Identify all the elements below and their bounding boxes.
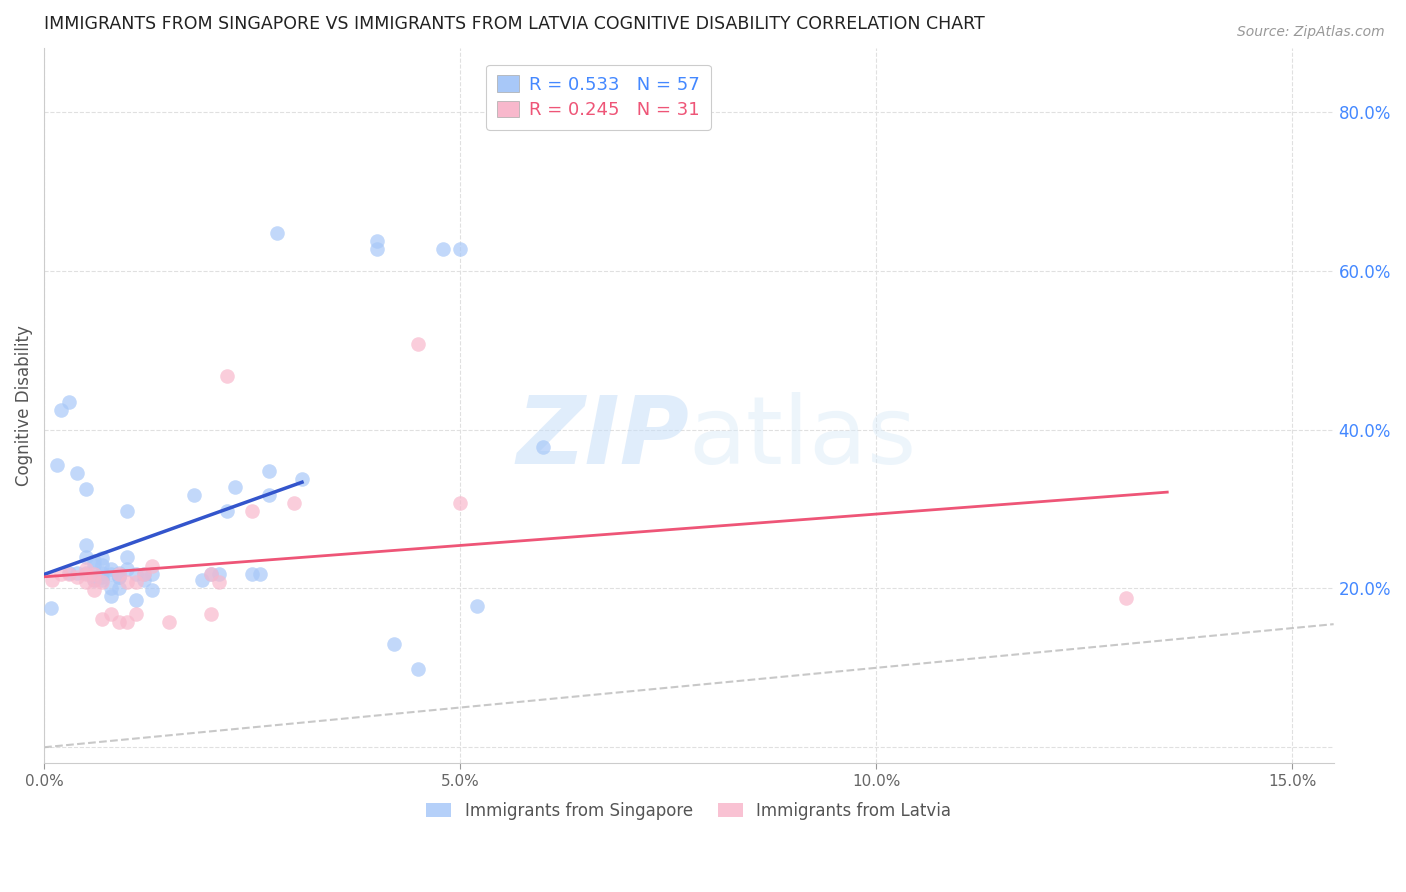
Point bbox=[124, 567, 146, 582]
Point bbox=[291, 472, 314, 486]
Point bbox=[91, 566, 114, 580]
Point bbox=[217, 368, 239, 383]
Point bbox=[100, 590, 122, 604]
Y-axis label: Cognitive Disability: Cognitive Disability bbox=[15, 326, 32, 486]
Point bbox=[200, 567, 222, 582]
Point bbox=[66, 569, 89, 583]
Point bbox=[141, 559, 163, 574]
Legend: Immigrants from Singapore, Immigrants from Latvia: Immigrants from Singapore, Immigrants fr… bbox=[420, 795, 957, 826]
Point bbox=[240, 567, 263, 582]
Point bbox=[117, 503, 139, 517]
Point bbox=[91, 612, 114, 626]
Point bbox=[100, 561, 122, 575]
Point bbox=[75, 538, 97, 552]
Point bbox=[1115, 591, 1137, 605]
Point bbox=[124, 575, 146, 590]
Point bbox=[91, 558, 114, 572]
Point bbox=[41, 574, 63, 588]
Point bbox=[91, 551, 114, 566]
Point bbox=[100, 607, 122, 621]
Point bbox=[132, 567, 155, 582]
Point bbox=[58, 566, 80, 580]
Point bbox=[257, 488, 280, 502]
Point bbox=[132, 567, 155, 582]
Point bbox=[108, 569, 131, 583]
Text: IMMIGRANTS FROM SINGAPORE VS IMMIGRANTS FROM LATVIA COGNITIVE DISABILITY CORRELA: IMMIGRANTS FROM SINGAPORE VS IMMIGRANTS … bbox=[44, 15, 984, 33]
Point bbox=[100, 582, 122, 596]
Point bbox=[83, 554, 105, 568]
Point bbox=[283, 496, 305, 510]
Point bbox=[83, 567, 105, 582]
Point bbox=[117, 615, 139, 629]
Text: atlas: atlas bbox=[689, 392, 917, 484]
Point bbox=[75, 549, 97, 564]
Point bbox=[91, 575, 114, 590]
Point bbox=[100, 567, 122, 582]
Point bbox=[117, 575, 139, 590]
Point bbox=[108, 567, 131, 582]
Point bbox=[382, 637, 405, 651]
Point bbox=[257, 464, 280, 478]
Point bbox=[58, 394, 80, 409]
Point bbox=[132, 574, 155, 588]
Point bbox=[224, 480, 246, 494]
Point bbox=[240, 503, 263, 517]
Point bbox=[141, 567, 163, 582]
Point bbox=[83, 569, 105, 583]
Point bbox=[183, 488, 205, 502]
Point bbox=[157, 615, 180, 629]
Point bbox=[45, 458, 67, 473]
Point bbox=[91, 569, 114, 583]
Point bbox=[117, 561, 139, 575]
Point bbox=[108, 582, 131, 596]
Point bbox=[124, 593, 146, 607]
Point bbox=[117, 549, 139, 564]
Point bbox=[83, 574, 105, 588]
Point bbox=[75, 561, 97, 575]
Point bbox=[141, 582, 163, 597]
Text: Source: ZipAtlas.com: Source: ZipAtlas.com bbox=[1237, 25, 1385, 39]
Point bbox=[75, 566, 97, 580]
Point bbox=[432, 242, 454, 256]
Point bbox=[39, 601, 62, 615]
Point bbox=[108, 566, 131, 580]
Point bbox=[531, 440, 554, 454]
Point bbox=[75, 575, 97, 590]
Point bbox=[66, 467, 89, 481]
Point bbox=[124, 607, 146, 621]
Point bbox=[83, 558, 105, 572]
Point bbox=[366, 234, 388, 248]
Point bbox=[217, 503, 239, 517]
Point bbox=[408, 336, 430, 351]
Text: ZIP: ZIP bbox=[516, 392, 689, 484]
Point bbox=[449, 496, 471, 510]
Point bbox=[49, 402, 72, 417]
Point bbox=[75, 567, 97, 582]
Point bbox=[83, 582, 105, 597]
Point bbox=[266, 226, 288, 240]
Point bbox=[66, 566, 89, 580]
Point bbox=[91, 574, 114, 588]
Point bbox=[49, 567, 72, 582]
Point bbox=[58, 567, 80, 582]
Point bbox=[208, 575, 231, 590]
Point bbox=[191, 574, 214, 588]
Point bbox=[200, 567, 222, 582]
Point bbox=[465, 599, 488, 613]
Point bbox=[75, 482, 97, 496]
Point bbox=[200, 607, 222, 621]
Point bbox=[449, 242, 471, 256]
Point bbox=[108, 569, 131, 583]
Point bbox=[408, 662, 430, 676]
Point bbox=[208, 567, 231, 582]
Point bbox=[366, 242, 388, 256]
Point bbox=[249, 567, 271, 582]
Point bbox=[83, 574, 105, 588]
Point bbox=[108, 615, 131, 629]
